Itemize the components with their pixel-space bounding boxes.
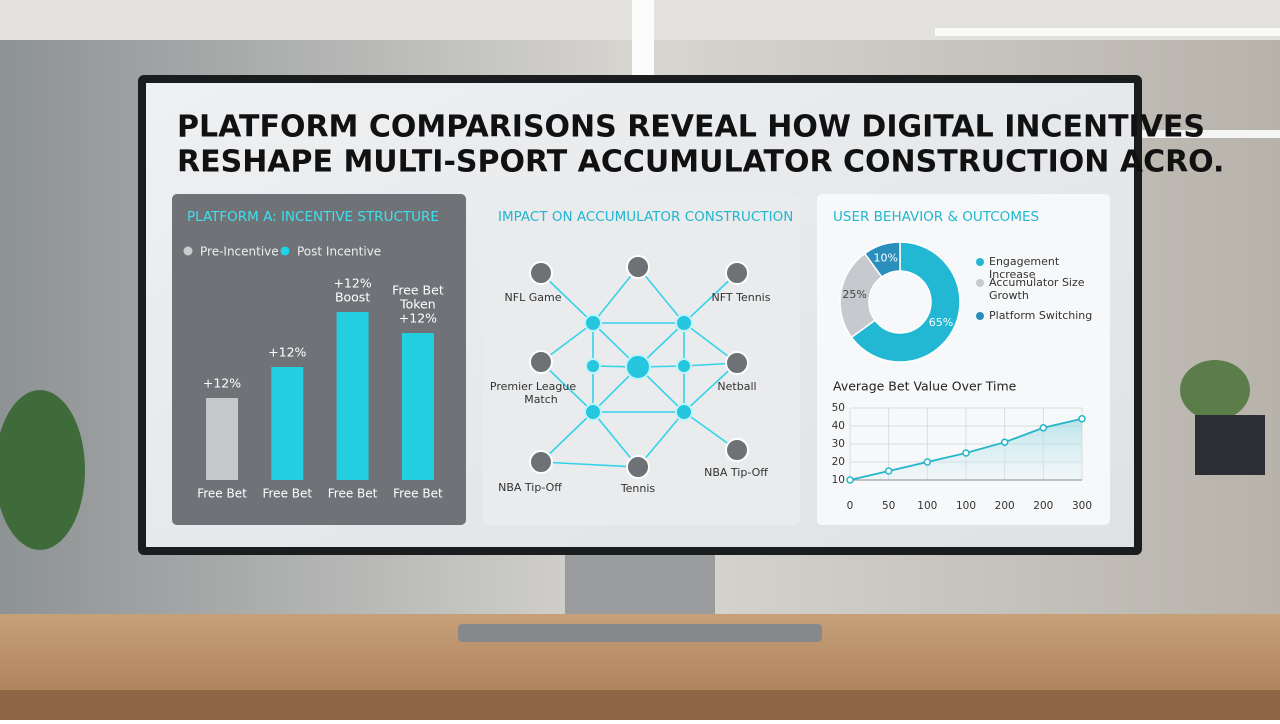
point [1039,424,1048,432]
legend-label: Accumulator Size Growth [989,276,1085,302]
legend-swatch [976,279,984,287]
legend-label: Post Incentive [297,245,381,259]
node [676,358,692,374]
monitor-bg [1195,415,1265,475]
node-label: NBA Tip-Off [704,466,768,479]
node-label: NBA Tip-Off [498,481,562,494]
node [584,403,602,421]
node-label: Match [524,393,558,406]
x-tick-label: Free Bet [393,487,443,501]
node [725,351,749,375]
panel-title: USER BEHAVIOR & OUTCOMES [833,209,1039,225]
node [675,403,693,421]
slice-label: 25% [842,288,866,301]
y-tick-label: 20 [832,456,845,468]
x-tick-label: 200 [995,500,1015,512]
legend-swatch [183,246,193,256]
bar-label: Free Bet [392,283,444,298]
node [529,350,553,374]
desk-edge [0,690,1280,720]
node [625,354,651,380]
point [846,476,854,484]
panel [172,194,466,525]
panel-title: PLATFORM A: INCENTIVE STRUCTURE [187,209,439,225]
title: RESHAPE MULTI-SPORT ACCUMULATOR CONSTRUC… [177,145,1224,180]
network-labels: NFL Game NFT Tennis Premier League Match… [490,291,771,495]
title: PLATFORM COMPARISONS REVEAL HOW DIGITAL … [177,110,1205,145]
panel-title: IMPACT ON ACCUMULATOR CONSTRUCTION [498,209,793,225]
monitor-base [458,624,822,642]
plant [0,390,85,550]
bar-label: +12% [268,345,306,360]
node [585,358,601,374]
x-tick-label: Free Bet [328,487,378,501]
x-tick-label: Free Bet [262,487,312,501]
point [962,449,970,457]
x-tick-label: Free Bet [197,487,247,501]
bar-label: +12% [203,376,241,391]
node [626,455,650,479]
bar [401,333,434,480]
bar-label: Boost [335,290,370,305]
light [935,28,1280,36]
point [1000,438,1009,446]
node-label: Netball [717,380,756,393]
y-tick-label: 10 [832,474,845,486]
legend-swatch [976,312,984,320]
x-tick-label: 50 [882,500,895,512]
chart-title: Average Bet Value Over Time [833,379,1017,394]
node [584,314,602,332]
node-label: Premier League [490,380,576,393]
y-tick-label: 50 [832,402,845,414]
node [675,314,693,332]
bar-label: Token [399,297,436,312]
node [626,255,650,279]
light [632,0,654,75]
point [923,458,932,466]
bar [336,312,369,480]
point [1078,415,1086,423]
legend-label: Engagement Increase [989,255,1060,281]
node [725,261,749,285]
legend-swatch [976,258,984,266]
legend-label: Platform Switching [989,309,1092,322]
legend-label: Pre-Incentive [200,245,279,259]
node [529,450,553,474]
network-nodes [529,255,749,479]
bar-label: +12% [399,311,437,326]
pie-slice [850,241,961,363]
legend-swatch [280,246,290,256]
x-tick-label: 0 [847,500,854,512]
slice-label: 65% [929,316,953,329]
bar [271,367,304,480]
node-label: NFL Game [505,291,562,304]
area [850,418,1082,480]
x-tick-label: 200 [1033,500,1053,512]
y-tick-label: 40 [832,420,845,432]
slice-label: 10% [874,251,898,264]
node [725,438,749,462]
node-label: Tennis [620,482,656,495]
x-tick-label: 300 [1072,500,1092,512]
y-tick-label: 30 [832,438,845,450]
plant [1180,360,1250,420]
node-label: NFT Tennis [712,291,771,304]
light [1140,130,1280,138]
point [884,467,893,475]
pie-slice [863,241,901,278]
node [529,261,553,285]
bar [206,398,238,480]
x-tick-label: 100 [956,500,976,512]
bar-label: +12% [333,276,371,291]
x-tick-label: 100 [917,500,937,512]
